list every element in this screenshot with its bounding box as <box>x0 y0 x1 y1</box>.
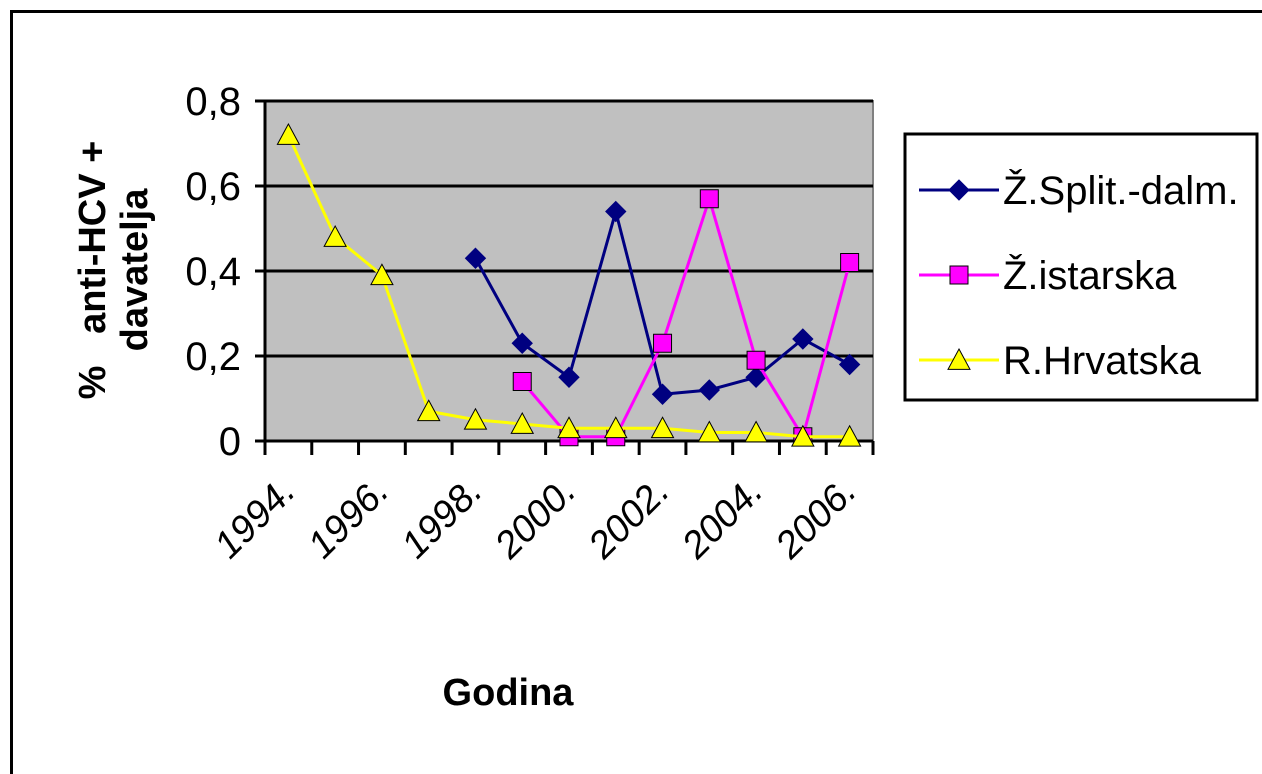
data-point <box>464 247 487 269</box>
data-point <box>605 200 627 223</box>
x-tick-label: 2002. <box>580 470 678 568</box>
data-point <box>792 328 814 350</box>
gridlines <box>265 99 873 358</box>
x-tick-label: 1996. <box>300 470 397 567</box>
legend-label: R.Hrvatska <box>1003 339 1202 383</box>
legend-marker <box>947 347 971 370</box>
y-axis-title-line-1: % anti-HCV + <box>72 141 114 400</box>
data-point <box>746 350 766 370</box>
x-tick-label: 2006. <box>767 470 865 568</box>
data-point <box>512 372 532 391</box>
y-axis-title: % anti-HCV + davatelja <box>72 141 156 400</box>
x-axis-title: Godina <box>443 672 575 714</box>
chart-frame <box>10 10 1262 774</box>
data-point <box>653 333 673 353</box>
data-point <box>276 122 301 145</box>
data-point <box>698 379 721 401</box>
data-point <box>323 224 347 247</box>
x-tick-label: 2000. <box>487 470 585 568</box>
data-point <box>603 416 628 439</box>
data-point <box>699 189 719 209</box>
legend-item: R.Hrvatska <box>919 339 1202 383</box>
legend-item: Ž.Split.-dalm. <box>919 168 1239 213</box>
legend-item: Ž.istarska <box>919 253 1177 298</box>
x-tick-label: 2004. <box>674 470 772 568</box>
y-tick-label: 0,4 <box>185 250 241 294</box>
legend-label: Ž.Split.-dalm. <box>1003 168 1239 213</box>
legend-marker <box>948 179 970 201</box>
y-axis-title-line-2: davatelja <box>114 188 156 352</box>
legend-label: Ž.istarska <box>1003 253 1177 298</box>
y-tick-label: 0 <box>219 420 241 464</box>
data-point <box>463 407 488 430</box>
data-point <box>557 416 581 439</box>
data-point <box>510 411 535 434</box>
data-point <box>697 420 722 443</box>
data-point <box>791 424 815 447</box>
data-point <box>370 263 394 286</box>
data-point <box>837 424 862 447</box>
data-point <box>511 332 533 354</box>
data-point <box>651 383 674 405</box>
data-point <box>744 420 768 443</box>
legend: Ž.Split.-dalm. Ž.istarska R.Hrvatska <box>903 132 1259 402</box>
y-tick-label: 0,8 <box>185 80 241 124</box>
x-tick-label: 1998. <box>394 470 491 567</box>
x-tick-label: 1994. <box>207 470 304 567</box>
data-point <box>840 253 860 272</box>
y-tick-label: 0,2 <box>185 335 241 379</box>
data-point <box>416 399 441 422</box>
y-tick-label: 0,6 <box>185 165 241 209</box>
series-3 <box>276 122 862 447</box>
data-point <box>838 353 861 376</box>
legend-marker <box>949 265 969 285</box>
series-group <box>276 122 862 447</box>
data-point <box>558 366 580 388</box>
data-point <box>650 416 675 439</box>
